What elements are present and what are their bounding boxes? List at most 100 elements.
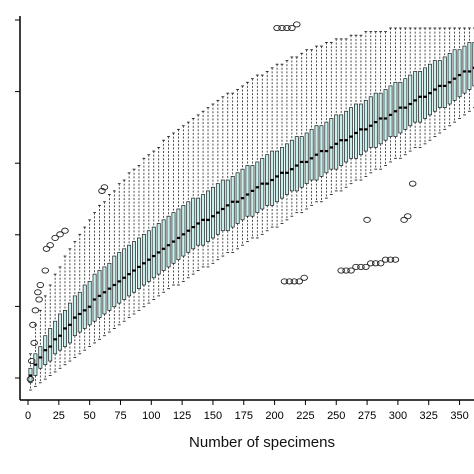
- outlier-point: [290, 278, 299, 285]
- box: [314, 125, 319, 181]
- box: [289, 139, 294, 192]
- box: [137, 237, 141, 289]
- box: [304, 132, 309, 185]
- box: [388, 85, 393, 137]
- box: [151, 226, 156, 279]
- box: [324, 121, 329, 174]
- outlier-point: [352, 263, 360, 270]
- box: [67, 302, 72, 344]
- x-tick-label: 300: [389, 410, 407, 422]
- box: [472, 42, 474, 87]
- box: [176, 208, 181, 261]
- outlier-point: [400, 216, 408, 223]
- outlier-point: [283, 24, 291, 32]
- x-tick-label: 150: [204, 410, 222, 422]
- outlier-point: [42, 245, 51, 252]
- outlier-point: [273, 24, 281, 32]
- box: [462, 45, 467, 94]
- x-tick-label: 200: [265, 410, 283, 422]
- box: [48, 328, 53, 362]
- box: [457, 49, 462, 98]
- box: [270, 150, 275, 206]
- outlier-point: [29, 321, 37, 328]
- box: [442, 56, 447, 108]
- boxes-layer: [28, 42, 474, 384]
- box: [58, 313, 63, 351]
- outlier-point: [35, 296, 43, 303]
- box: [181, 205, 186, 257]
- box: [294, 136, 299, 192]
- box: [309, 129, 314, 181]
- outlier-point: [41, 267, 50, 274]
- box: [220, 179, 225, 232]
- box: [77, 291, 82, 333]
- outlier-point: [342, 267, 350, 274]
- outlier-point: [280, 278, 289, 285]
- outlier-point: [391, 256, 400, 263]
- box: [403, 78, 408, 130]
- box: [161, 219, 166, 271]
- outlier-point: [285, 278, 294, 285]
- outlier-point: [34, 289, 42, 296]
- box: [245, 165, 250, 217]
- box: [383, 89, 388, 141]
- box: [206, 190, 210, 242]
- box: [423, 67, 427, 119]
- box: [344, 110, 349, 163]
- box: [240, 168, 245, 221]
- outlier-point: [362, 263, 370, 270]
- outlier-point: [295, 278, 304, 285]
- outlier-point: [30, 339, 38, 346]
- box: [408, 74, 413, 127]
- box: [467, 42, 472, 90]
- box: [117, 252, 122, 304]
- box: [235, 172, 240, 224]
- box: [452, 49, 457, 101]
- x-tick-label: 100: [142, 410, 160, 422]
- box: [87, 281, 92, 326]
- outlier-point: [381, 256, 390, 263]
- x-tick-label: 350: [450, 410, 468, 422]
- outlier-point: [376, 260, 385, 267]
- box: [92, 273, 97, 322]
- box: [334, 114, 339, 170]
- box: [447, 52, 452, 105]
- x-tick-label: 275: [358, 410, 376, 422]
- box: [191, 197, 196, 250]
- x-tick-label: 75: [114, 410, 126, 422]
- box: [413, 71, 418, 123]
- box: [284, 143, 289, 195]
- outlier-point: [278, 24, 286, 32]
- outlier-point: [26, 376, 35, 383]
- x-tick-label: 0: [25, 410, 31, 422]
- box: [166, 215, 171, 268]
- box: [141, 233, 146, 286]
- outlier-point: [363, 216, 371, 223]
- box: [53, 320, 58, 355]
- box: [107, 262, 112, 311]
- box: [211, 186, 215, 239]
- outlier-point: [31, 307, 40, 314]
- ticks-layer: 0 25 50 75 100 125 150 175 200 225 250 275 300 325 350…: [15, 19, 469, 422]
- x-tick-label: 250: [327, 410, 345, 422]
- outlier-point: [337, 267, 345, 274]
- box: [112, 255, 117, 308]
- outlier-point: [51, 234, 59, 242]
- box: [132, 241, 136, 293]
- outliers-layer: [26, 21, 417, 383]
- box: [428, 63, 432, 116]
- outlier-point: [357, 263, 365, 270]
- box: [329, 118, 334, 170]
- whiskers-layer: [29, 27, 474, 391]
- box: [122, 248, 127, 300]
- box: [368, 96, 373, 148]
- x-axis-label: Number of specimens: [189, 434, 335, 451]
- outlier-point: [408, 180, 417, 187]
- box: [171, 212, 176, 264]
- outlier-point: [293, 21, 301, 28]
- box: [437, 60, 442, 108]
- box: [196, 197, 201, 246]
- x-tick-label: 225: [296, 410, 314, 422]
- box: [432, 60, 437, 112]
- box: [354, 103, 358, 159]
